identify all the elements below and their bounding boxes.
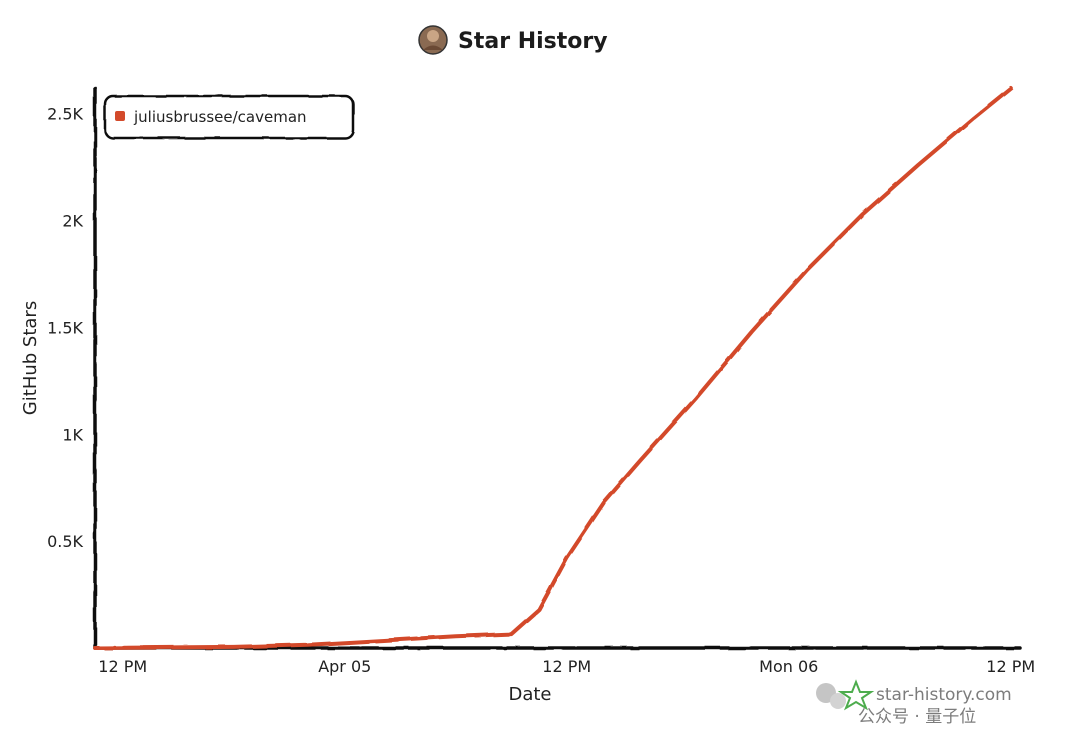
avatar-icon [418,25,448,55]
y-tick-label: 2K [62,212,83,231]
legend-swatch [115,111,125,121]
watermark: star-history.com 公众号 · 量子位 [816,679,1012,727]
x-tick-label: Mon 06 [759,657,818,676]
x-tick-label: 12 PM [98,657,147,676]
x-tick-label: 12 PM [986,657,1035,676]
x-tick-labels: 12 PM Apr 05 12 PM Mon 06 12 PM [98,657,1035,676]
legend: juliusbrussee/caveman [103,94,355,140]
y-tick-label: 1K [62,425,83,444]
chart-title: Star History [458,29,608,54]
y-tick-label: 0.5K [47,532,83,551]
watermark-channel: 公众号 · 量子位 [858,707,976,727]
series-layer [93,86,1013,650]
y-tick-labels: 0.5K 1K 1.5K 2K 2.5K [47,105,83,551]
chart-title-group: Star History [418,25,608,55]
y-axis-label: GitHub Stars [20,301,41,415]
wechat-icon [816,683,846,709]
x-tick-label: Apr 05 [318,657,371,676]
y-tick-label: 1.5K [47,318,83,337]
axes [93,86,1022,650]
x-axis-label: Date [508,684,551,705]
y-tick-label: 2.5K [47,105,83,124]
x-tick-label: 12 PM [542,657,591,676]
legend-box [103,94,355,140]
star-icon [837,679,875,711]
watermark-site: star-history.com [876,685,1012,705]
legend-series-name: juliusbrussee/caveman [133,108,307,126]
series-line-0 [93,86,1013,650]
